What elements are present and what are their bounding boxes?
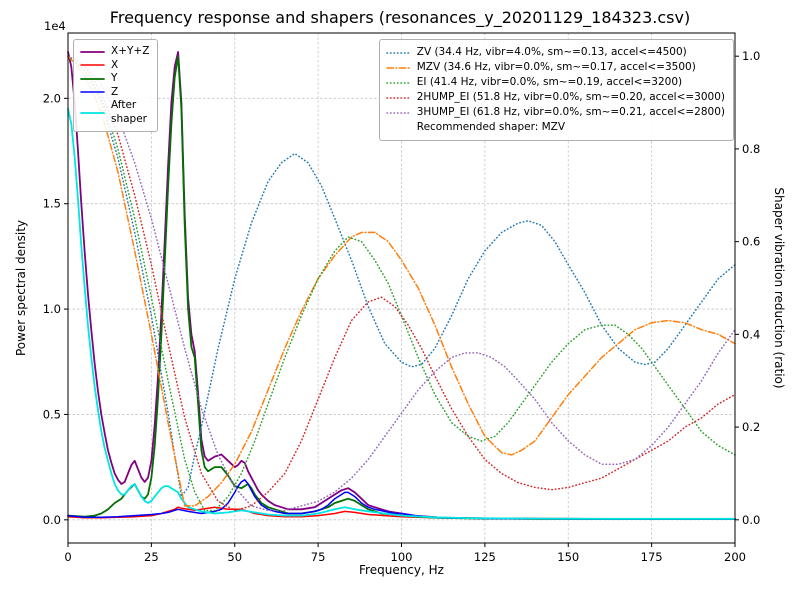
x-tick-label: 50 (227, 550, 242, 564)
x-line-swatch-icon (80, 64, 105, 66)
legend-entry-x: X (80, 59, 149, 73)
legend-entry-mzv: MZV (34.6 Hz, vibr=0.0%, sm~=0.17, accel… (386, 60, 725, 75)
legend-label: 3HUMP_EI (61.8 Hz, vibr=0.0%, sm~=0.21, … (416, 106, 725, 118)
y-left-tick-label: 0.5 (43, 407, 61, 421)
x-tick-label: 0 (64, 550, 71, 564)
y-axis-label-right: Shaper vibration reduction (ratio) (772, 187, 786, 389)
zv-line-swatch-icon (386, 51, 411, 54)
y-right-tick-label: 0.2 (742, 420, 760, 434)
series-sum (67, 51, 736, 520)
series-3hump-ei (67, 55, 736, 512)
legend-label: 2HUMP_EI (51.8 Hz, vibr=0.0%, sm~=0.20, … (416, 91, 725, 103)
legend-label: X (111, 58, 119, 71)
y-right-tick-label: 0.8 (742, 142, 760, 156)
legend-entry-after-shaper: After shaper (80, 99, 149, 126)
y-left-tick-label: 1.0 (43, 302, 61, 316)
series-ei (67, 55, 736, 512)
3hump-ei-line-swatch-icon (386, 111, 411, 114)
y-right-tick-label: 0.0 (742, 513, 760, 527)
y-right-tick-label: 0.6 (742, 235, 760, 249)
x-tick-label: 75 (311, 550, 326, 564)
x-tick-label: 25 (144, 550, 159, 564)
legend-entry-zv: ZV (34.4 Hz, vibr=4.0%, sm~=0.13, accel<… (386, 45, 725, 60)
legend-label: Z (111, 85, 119, 98)
z-line-swatch-icon (80, 91, 105, 93)
legend-entry-sum: X+Y+Z (80, 45, 149, 59)
legend-label: ZV (34.4 Hz, vibr=4.0%, sm~=0.13, accel<… (416, 46, 687, 58)
x-tick-label: 200 (724, 550, 746, 564)
x-tick-label: 175 (641, 550, 663, 564)
sum-line-swatch-icon (80, 50, 105, 53)
after-shaper-line-swatch-icon (80, 111, 105, 114)
legend-entry-z: Z (80, 86, 149, 100)
y-left-tick-label: 0.0 (43, 513, 61, 527)
ei-line-swatch-icon (386, 81, 411, 84)
legend-label: MZV (34.6 Hz, vibr=0.0%, sm~=0.17, accel… (416, 61, 696, 73)
y-line-swatch-icon (80, 77, 105, 80)
x-tick-label: 100 (391, 550, 413, 564)
legend-entry-3hump-ei: 3HUMP_EI (61.8 Hz, vibr=0.0%, sm~=0.21, … (386, 105, 725, 120)
legend-label: Y (111, 72, 118, 84)
legend-entry-y: Y (80, 72, 149, 86)
y-left-tick-label: 2.0 (43, 91, 61, 105)
legend-label: After shaper (111, 99, 148, 125)
y-axis-label-left: Power spectral density (14, 219, 28, 357)
x-tick-label: 125 (474, 550, 496, 564)
series-z (67, 479, 736, 520)
y-left-tick-label: 1.5 (43, 197, 61, 211)
psd-legend: X+Y+Z X Y Z After shaper (73, 39, 159, 132)
2hump-ei-line-swatch-icon (386, 96, 411, 99)
legend-entry-2hump-ei: 2HUMP_EI (51.8 Hz, vibr=0.0%, sm~=0.20, … (386, 90, 725, 105)
series-mzv (67, 55, 736, 507)
legend-entry-ei: EI (41.4 Hz, vibr=0.0%, sm~=0.19, accel<… (386, 75, 725, 90)
mzv-line-swatch-icon (386, 66, 411, 69)
series-2hump-ei (67, 55, 736, 512)
chart-title: Frequency response and shapers (resonanc… (109, 8, 691, 27)
legend-label: EI (41.4 Hz, vibr=0.0%, sm~=0.19, accel<… (416, 76, 683, 88)
x-axis-label: Frequency, Hz (359, 563, 444, 577)
series-after-shaper (67, 108, 736, 520)
y-right-tick-label: 0.4 (742, 327, 760, 341)
x-tick-label: 150 (557, 550, 579, 564)
shaper-legend: ZV (34.4 Hz, vibr=4.0%, sm~=0.13, accel<… (378, 39, 734, 141)
y-axis-offset-label: 1e4 (44, 19, 66, 33)
series-zv (67, 55, 736, 498)
legend-recommended-note: Recommended shaper: MZV (416, 121, 566, 133)
legend-label: X+Y+Z (111, 45, 150, 57)
y-right-tick-label: 1.0 (742, 49, 760, 63)
